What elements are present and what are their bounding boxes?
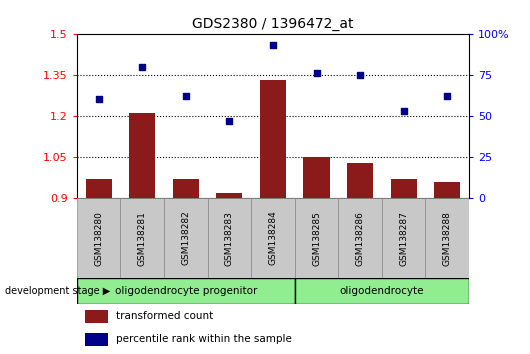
Point xyxy=(400,108,408,114)
Bar xyxy=(426,198,469,278)
Bar xyxy=(129,113,155,198)
Bar xyxy=(120,198,164,278)
Bar xyxy=(391,179,417,198)
Bar xyxy=(85,310,108,323)
Point xyxy=(269,42,277,48)
Text: GSM138285: GSM138285 xyxy=(312,211,321,266)
Bar xyxy=(295,198,338,278)
Bar xyxy=(347,162,373,198)
Text: GSM138286: GSM138286 xyxy=(356,211,365,266)
Title: GDS2380 / 1396472_at: GDS2380 / 1396472_at xyxy=(192,17,354,31)
Text: GSM138284: GSM138284 xyxy=(269,211,277,266)
Bar xyxy=(434,182,461,198)
Bar xyxy=(260,80,286,198)
Bar xyxy=(304,157,330,198)
Text: GSM138281: GSM138281 xyxy=(138,211,147,266)
Point xyxy=(182,93,190,99)
Text: oligodendrocyte: oligodendrocyte xyxy=(340,286,424,296)
Bar xyxy=(382,198,426,278)
Text: GSM138280: GSM138280 xyxy=(94,211,103,266)
Point xyxy=(443,93,452,99)
Text: GSM138287: GSM138287 xyxy=(399,211,408,266)
Point xyxy=(312,70,321,76)
Bar xyxy=(77,198,120,278)
Bar xyxy=(85,333,108,346)
Text: percentile rank within the sample: percentile rank within the sample xyxy=(116,335,292,344)
Bar xyxy=(77,278,295,304)
Text: oligodendrocyte progenitor: oligodendrocyte progenitor xyxy=(114,286,257,296)
Point xyxy=(138,64,146,69)
Text: transformed count: transformed count xyxy=(116,312,213,321)
Point xyxy=(356,72,364,78)
Bar xyxy=(85,179,112,198)
Bar xyxy=(251,198,295,278)
Bar xyxy=(173,179,199,198)
Bar xyxy=(216,193,242,198)
Text: development stage ▶: development stage ▶ xyxy=(5,286,111,296)
Bar xyxy=(295,278,469,304)
Point xyxy=(225,118,234,124)
Bar xyxy=(208,198,251,278)
Text: GSM138282: GSM138282 xyxy=(181,211,190,266)
Point xyxy=(94,97,103,102)
Bar xyxy=(164,198,208,278)
Bar xyxy=(338,198,382,278)
Text: GSM138288: GSM138288 xyxy=(443,211,452,266)
Text: GSM138283: GSM138283 xyxy=(225,211,234,266)
